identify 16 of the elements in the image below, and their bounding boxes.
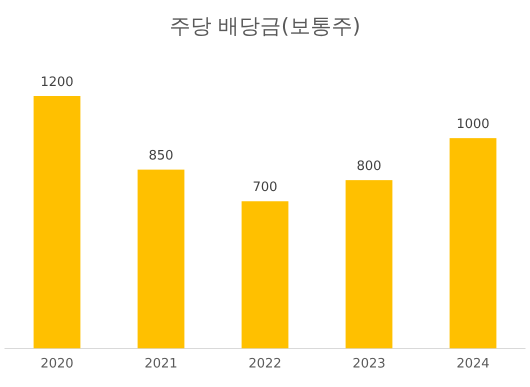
data-label: 800 (356, 159, 382, 174)
bar (450, 138, 496, 348)
chart-title: 주당 배당금(보통주) (168, 13, 362, 40)
x-tick-label: 2020 (40, 356, 74, 372)
data-label: 700 (252, 180, 278, 196)
bar (138, 170, 184, 348)
x-tick-label: 2024 (456, 356, 490, 372)
data-label: 1000 (456, 116, 490, 132)
bar (34, 96, 80, 348)
bar (346, 180, 392, 348)
data-label: 850 (148, 148, 174, 164)
x-tick-label: 2023 (352, 356, 386, 372)
x-tick-label: 2022 (248, 356, 282, 372)
data-label: 1200 (40, 74, 74, 90)
bar (242, 201, 288, 348)
x-tick-label: 2021 (144, 356, 178, 372)
